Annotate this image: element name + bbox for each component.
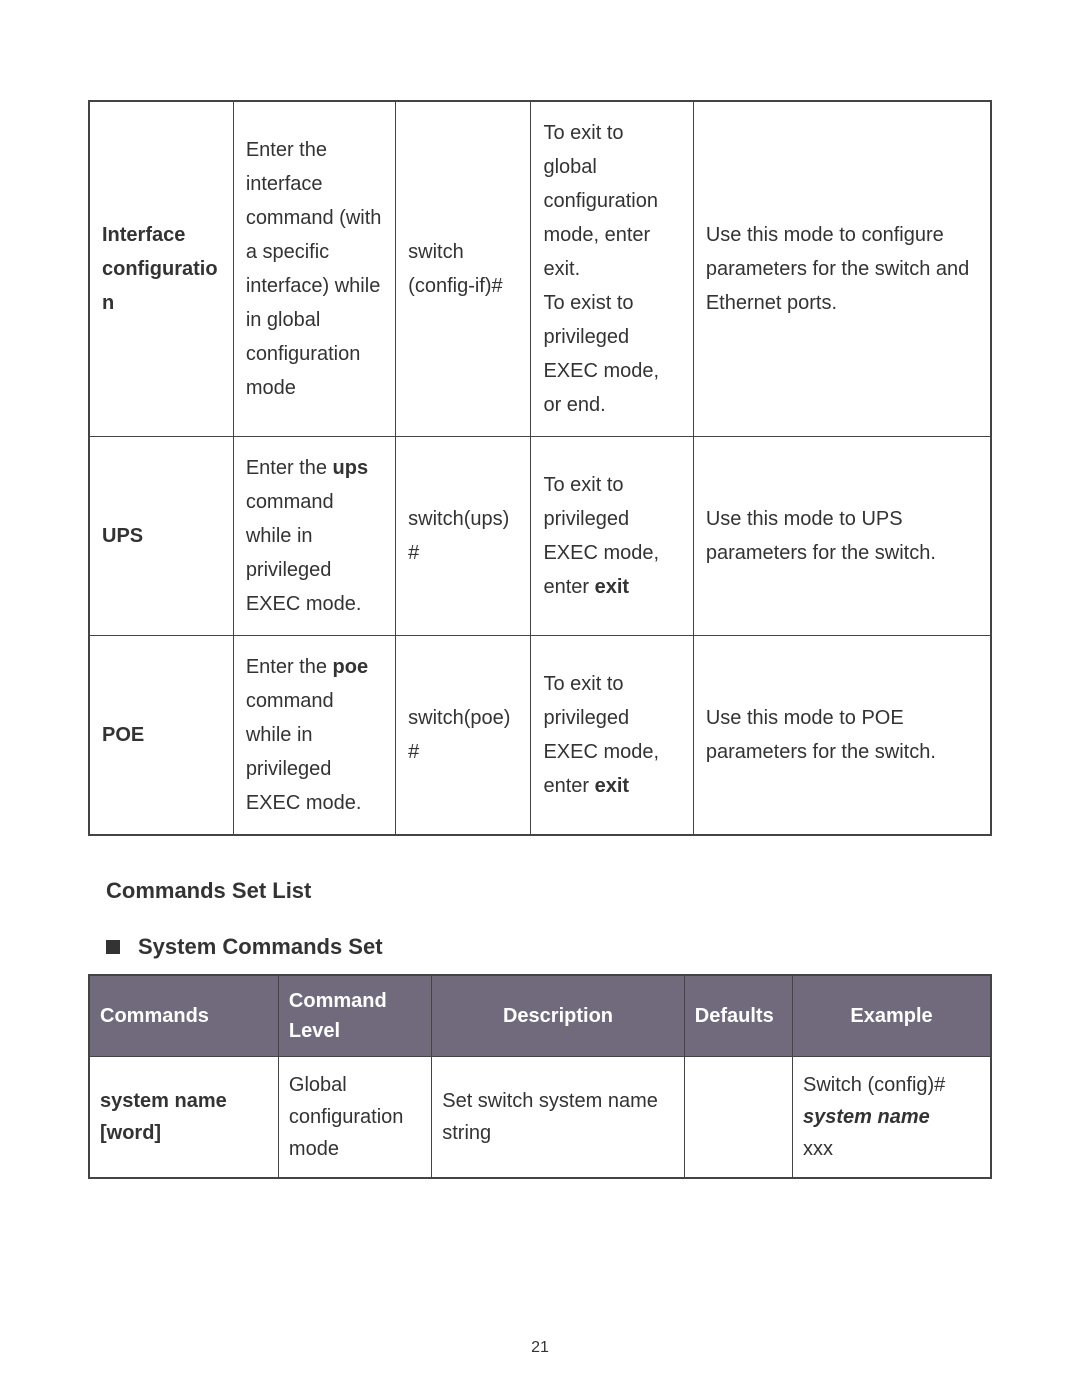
access-prefix: Enter the bbox=[246, 656, 333, 678]
table-row: system name [word] Global configuration m… bbox=[89, 1057, 991, 1179]
description-cell: Set switch system name string bbox=[432, 1057, 685, 1179]
prompt-cell: switch (config-if)# bbox=[396, 101, 531, 437]
example-line3: xxx bbox=[803, 1133, 980, 1165]
exit-method-cell: To exit to privileged EXEC mode, enter e… bbox=[531, 437, 693, 636]
access-prefix: Enter the bbox=[246, 457, 333, 479]
mode-name-cell: POE bbox=[89, 636, 233, 836]
exit-method-cell: To exit to privileged EXEC mode, enter e… bbox=[531, 636, 693, 836]
mode-name: POE bbox=[102, 724, 144, 746]
column-header: Command Level bbox=[278, 975, 431, 1057]
page-number: 21 bbox=[0, 1339, 1080, 1357]
access-text: Enter the interface command (with a spec… bbox=[246, 139, 382, 399]
table-row: UPS Enter the ups command while in privil… bbox=[89, 437, 991, 636]
about-cell: Use this mode to configure parameters fo… bbox=[693, 101, 991, 437]
document-page: Interface configuration Enter the interfa… bbox=[0, 0, 1080, 1397]
commands-table-header: CommandsCommand LevelDescriptionDefaults… bbox=[89, 975, 991, 1057]
column-header: Description bbox=[432, 975, 685, 1057]
section-heading: Commands Set List bbox=[88, 878, 992, 904]
table-row: Interface configuration Enter the interfa… bbox=[89, 101, 991, 437]
sub-heading-row: System Commands Set bbox=[88, 934, 992, 960]
mode-name-cell: UPS bbox=[89, 437, 233, 636]
about-cell: Use this mode to POE parameters for the … bbox=[693, 636, 991, 836]
example-cell: Switch (config)#system namexxx bbox=[793, 1057, 991, 1179]
prompt-cell: switch(poe)# bbox=[396, 636, 531, 836]
column-header: Commands bbox=[89, 975, 278, 1057]
mode-name: UPS bbox=[102, 525, 143, 547]
access-bold: ups bbox=[333, 457, 369, 479]
exit-prefix: To exit to global configuration mode, en… bbox=[543, 122, 658, 280]
commands-table: CommandsCommand LevelDescriptionDefaults… bbox=[88, 974, 992, 1179]
access-method-cell: Enter the interface command (with a spec… bbox=[233, 101, 395, 437]
mode-table: Interface configuration Enter the interfa… bbox=[88, 100, 992, 836]
mode-name: Interface configuration bbox=[102, 224, 218, 314]
exit-suffix: To exist to privileged EXEC mode, or end… bbox=[543, 292, 659, 416]
mode-name-cell: Interface configuration bbox=[89, 101, 233, 437]
access-suffix: command while in privileged EXEC mode. bbox=[246, 491, 362, 615]
column-header: Example bbox=[793, 975, 991, 1057]
sub-heading: System Commands Set bbox=[138, 934, 383, 960]
command-name: system name [word] bbox=[100, 1090, 227, 1144]
access-method-cell: Enter the poe command while in privilege… bbox=[233, 636, 395, 836]
access-method-cell: Enter the ups command while in privilege… bbox=[233, 437, 395, 636]
table-row: POE Enter the poe command while in privil… bbox=[89, 636, 991, 836]
example-line1: Switch (config)# bbox=[803, 1069, 980, 1101]
exit-bold: exit bbox=[595, 576, 629, 598]
command-cell: system name [word] bbox=[89, 1057, 278, 1179]
exit-method-cell: To exit to global configuration mode, en… bbox=[531, 101, 693, 437]
column-header: Defaults bbox=[684, 975, 792, 1057]
example-cmd: system name bbox=[803, 1101, 980, 1133]
bullet-square-icon bbox=[106, 940, 120, 954]
level-cell: Global configuration mode bbox=[278, 1057, 431, 1179]
access-bold: poe bbox=[333, 656, 369, 678]
access-suffix: command while in privileged EXEC mode. bbox=[246, 690, 362, 814]
defaults-cell bbox=[684, 1057, 792, 1179]
about-cell: Use this mode to UPS parameters for the … bbox=[693, 437, 991, 636]
prompt-cell: switch(ups)# bbox=[396, 437, 531, 636]
exit-bold: exit bbox=[595, 775, 629, 797]
